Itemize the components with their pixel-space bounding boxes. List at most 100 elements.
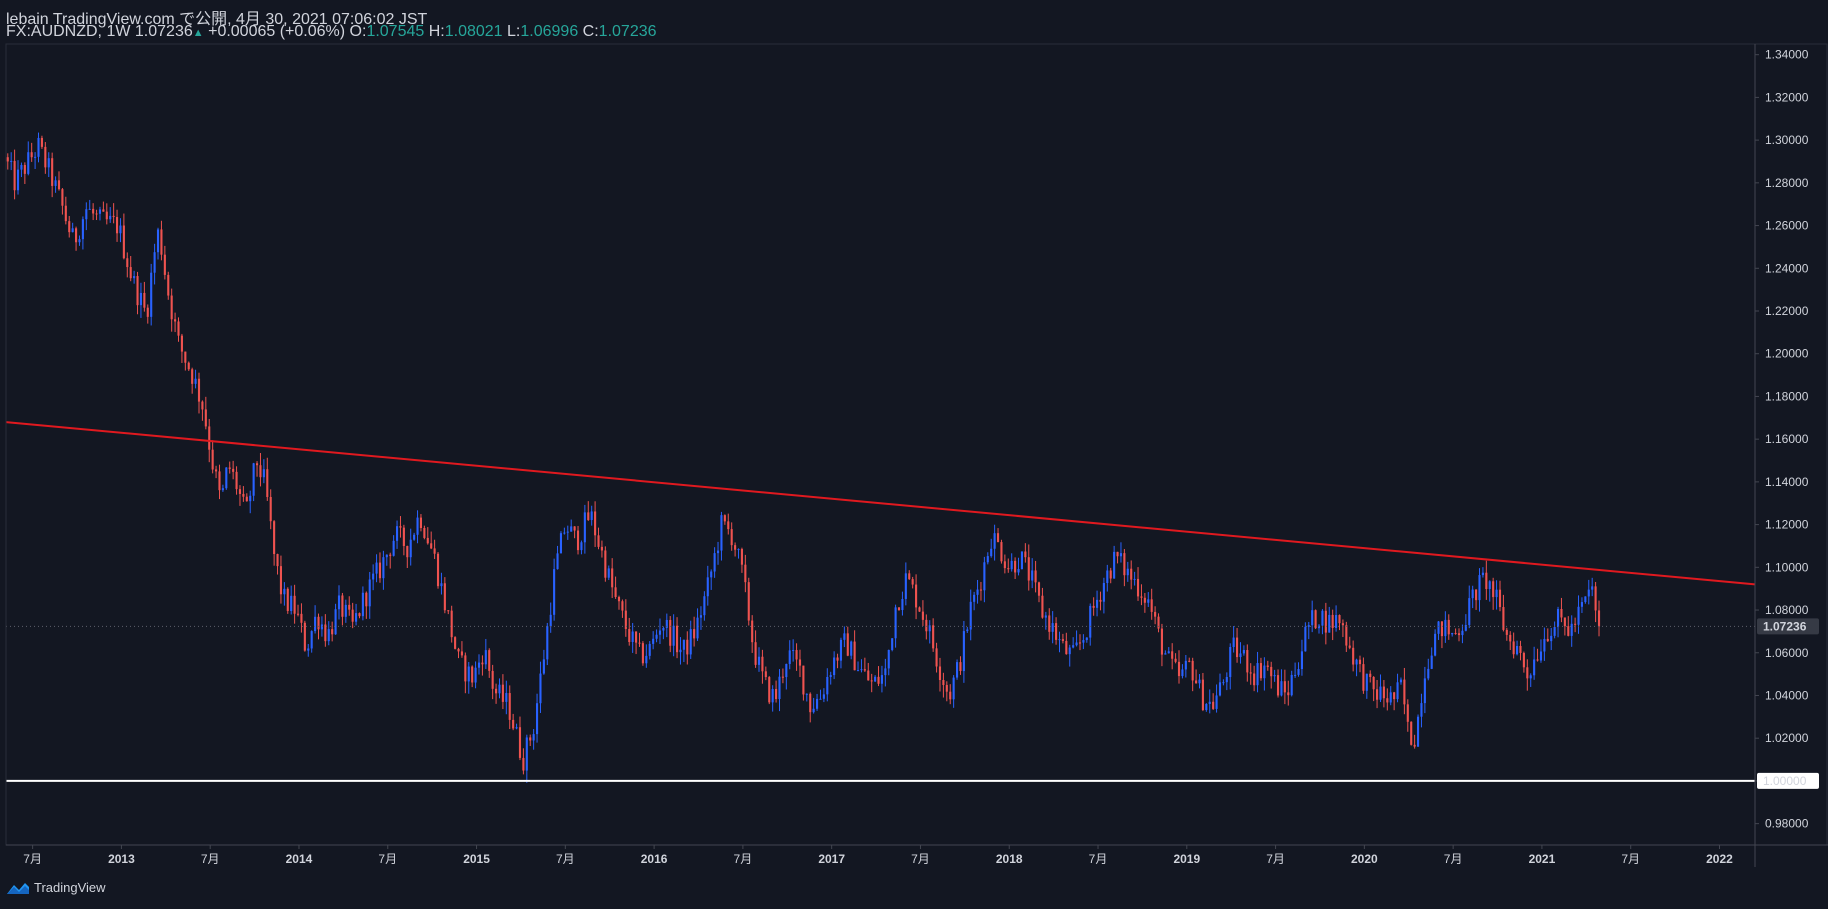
- candle-down: [1358, 659, 1362, 665]
- candle-up: [662, 627, 665, 631]
- candle-up: [962, 631, 965, 672]
- candle-down: [1512, 641, 1515, 655]
- candle-down: [95, 213, 98, 215]
- candle-down: [1092, 605, 1095, 608]
- candle-down: [1440, 621, 1444, 637]
- chart-frame: [5, 43, 1828, 846]
- candle-down: [641, 643, 644, 664]
- candle-down: [1345, 625, 1348, 646]
- candle-up: [1222, 682, 1225, 684]
- candle-down: [1000, 542, 1003, 562]
- candle-down: [436, 553, 440, 587]
- candle-down: [1266, 665, 1269, 667]
- candle-down: [501, 684, 504, 702]
- candle-down: [1253, 673, 1256, 686]
- candle-down: [1130, 568, 1133, 580]
- candle-down: [1382, 686, 1385, 699]
- x-tick-label: 7月: [23, 852, 42, 866]
- candle-up: [98, 209, 102, 214]
- candle-up: [792, 650, 795, 652]
- candle-down: [959, 662, 962, 672]
- candle-down: [686, 639, 689, 655]
- candle-down: [430, 543, 433, 549]
- candle-up: [1550, 635, 1553, 642]
- candle-down: [853, 641, 856, 671]
- y-tick-label: 1.04000: [1765, 688, 1809, 702]
- x-tick-label: 2015: [463, 852, 490, 866]
- candle-up: [1420, 703, 1423, 717]
- candle-up: [1106, 570, 1109, 584]
- candle-down: [177, 321, 180, 336]
- candle-down: [481, 662, 484, 665]
- change-value: +0.00065 (+0.06%): [208, 23, 346, 40]
- candle-up: [1553, 627, 1556, 636]
- candle-down: [324, 624, 327, 642]
- candle-down: [235, 471, 238, 490]
- candle-down: [146, 307, 149, 317]
- candle-down: [594, 511, 597, 536]
- candle-up: [1444, 619, 1447, 637]
- candle-down: [918, 607, 921, 612]
- candle-down: [638, 642, 641, 644]
- candle-up: [290, 595, 293, 611]
- candle-down: [529, 737, 532, 741]
- candle-up: [327, 629, 330, 642]
- x-tick-label: 7月: [1444, 852, 1463, 866]
- candle-down: [1109, 570, 1112, 579]
- candle-up: [829, 675, 832, 677]
- resistance-trend-line: [5, 421, 1756, 586]
- x-tick-label: 2014: [286, 852, 313, 866]
- candle-down: [112, 215, 115, 218]
- candle-up: [153, 252, 156, 273]
- candle-down: [180, 335, 183, 352]
- candle-down: [768, 677, 771, 703]
- candle-up: [78, 239, 81, 243]
- candle-down: [775, 689, 778, 700]
- candle-down: [846, 633, 849, 656]
- candle-down: [331, 629, 334, 635]
- candle-up: [1304, 626, 1307, 652]
- candle-down: [488, 650, 491, 671]
- y-tick-label: 1.16000: [1765, 432, 1809, 446]
- candle-down: [512, 719, 515, 729]
- candle-down: [1560, 608, 1563, 618]
- candle-down: [925, 619, 928, 632]
- candle-down: [611, 568, 614, 588]
- candle-down: [197, 378, 201, 402]
- candle-down: [358, 613, 361, 617]
- x-tick-label: 2022: [1706, 852, 1733, 866]
- candle-up: [133, 276, 136, 279]
- candle-down: [300, 613, 303, 623]
- candle-down: [1246, 650, 1249, 673]
- candle-up: [884, 668, 887, 676]
- candle-up: [1198, 679, 1201, 684]
- candle-up: [1290, 674, 1293, 696]
- candle-up: [1113, 551, 1116, 579]
- candle-down: [600, 546, 603, 551]
- candle-down: [204, 409, 207, 427]
- candle-down: [1546, 638, 1549, 642]
- candle-down: [23, 165, 26, 174]
- candle-up: [556, 553, 559, 570]
- candle-up: [139, 292, 143, 306]
- candle-down: [293, 595, 296, 614]
- candle-down: [1526, 667, 1529, 679]
- x-tick-label: 7月: [378, 852, 397, 866]
- x-tick-label: 2017: [818, 852, 845, 866]
- candle-down: [587, 512, 590, 521]
- high-label: H:: [428, 23, 445, 40]
- candle-down: [317, 616, 320, 630]
- candle-down: [208, 426, 211, 450]
- candle-up: [655, 634, 658, 639]
- candle-down: [1188, 660, 1191, 662]
- tradingview-footer[interactable]: TradingView: [6, 880, 106, 895]
- candle-up: [570, 526, 573, 532]
- y-tick-label: 1.06000: [1765, 646, 1809, 660]
- candle-up: [477, 662, 481, 668]
- candle-down: [1160, 628, 1163, 655]
- x-tick-label: 2020: [1351, 852, 1378, 866]
- candle-up: [720, 515, 723, 551]
- candle-up: [648, 643, 651, 656]
- candle-down: [191, 369, 194, 384]
